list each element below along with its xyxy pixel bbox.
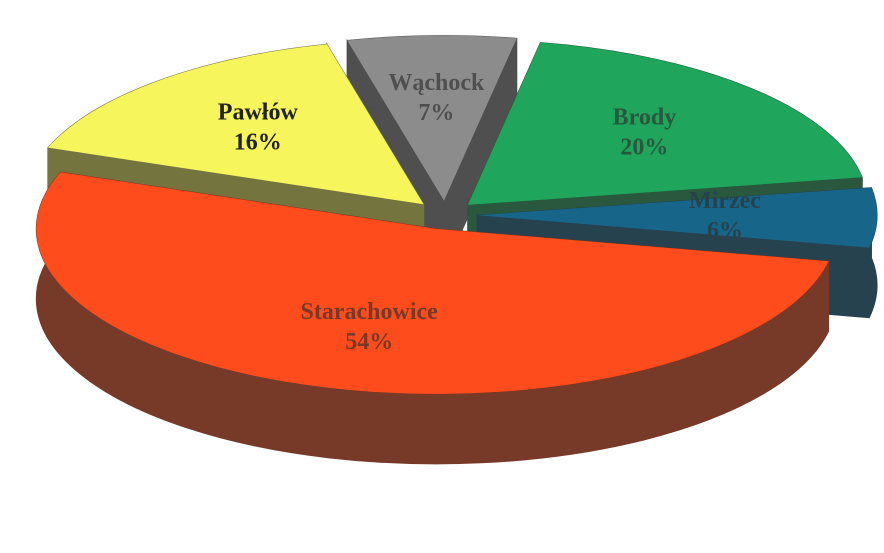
slice bbox=[467, 42, 863, 205]
slice-label: Pawłów bbox=[218, 100, 299, 126]
slice-value-label: 7% bbox=[418, 100, 454, 126]
slice-value-label: 20% bbox=[620, 135, 668, 161]
slice bbox=[476, 187, 877, 248]
slice bbox=[347, 35, 517, 201]
slice-label: Brody bbox=[613, 105, 677, 131]
slice-label: Wąchock bbox=[388, 70, 485, 96]
slice bbox=[47, 44, 424, 205]
slice-label: Mirzec bbox=[689, 188, 761, 214]
slice-value-label: 6% bbox=[707, 218, 743, 244]
slice-value-label: 16% bbox=[234, 130, 282, 156]
slice bbox=[36, 172, 829, 394]
slice-value-label: 54% bbox=[345, 329, 393, 355]
slice-label: Starachowice bbox=[301, 299, 439, 325]
